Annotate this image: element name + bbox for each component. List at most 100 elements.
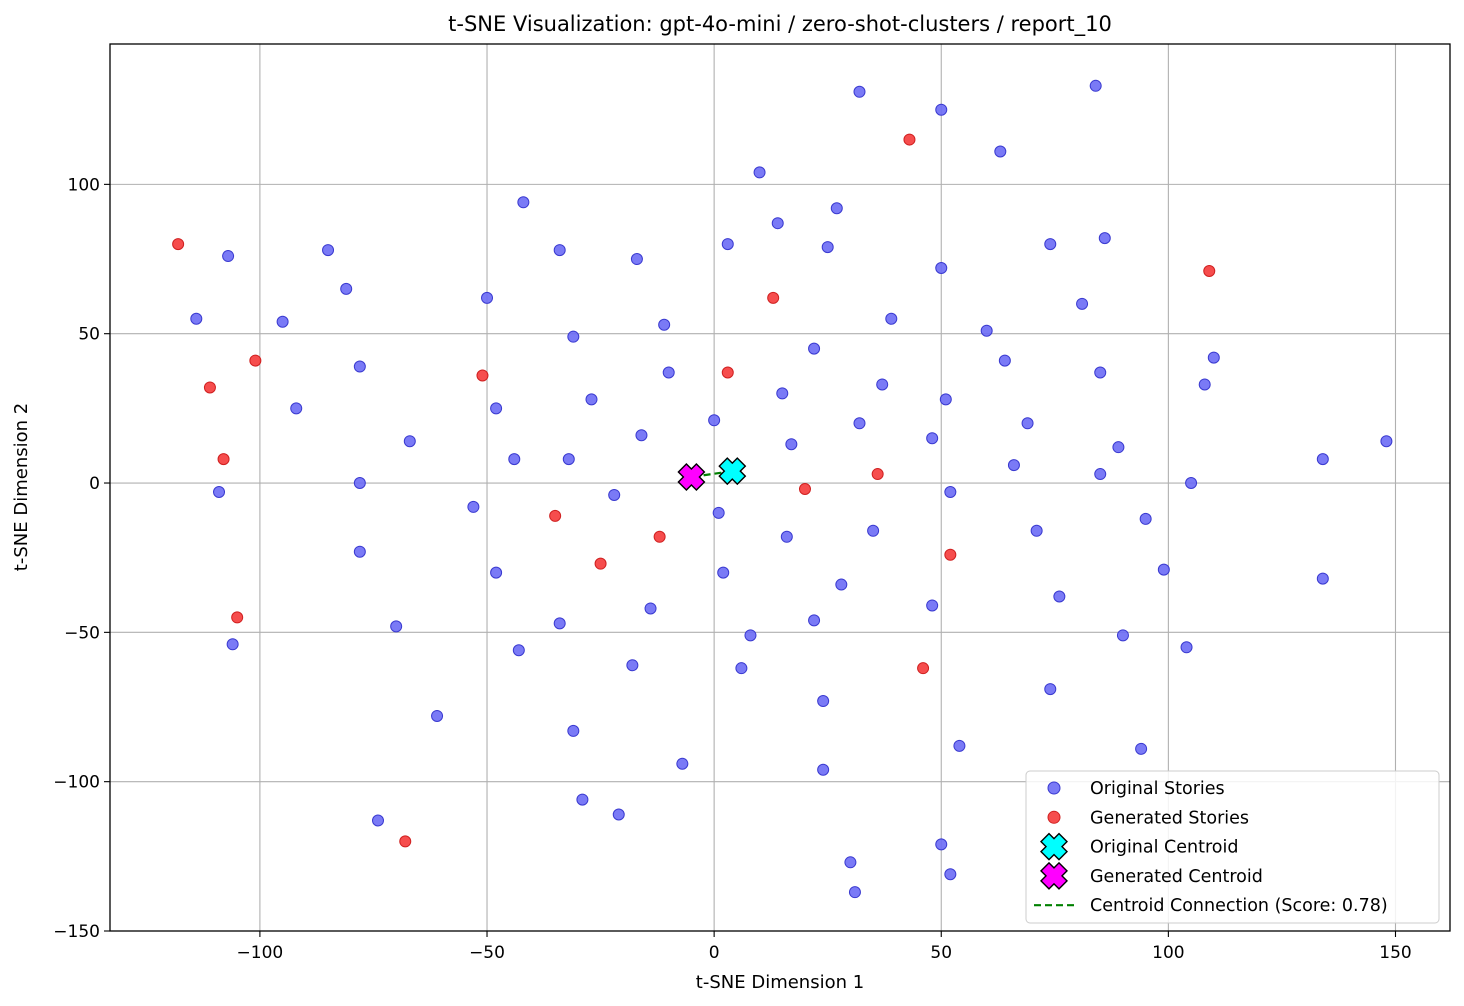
generated-centroid-marker [677,463,706,491]
original-stories-point [817,763,830,776]
original-stories-point [771,217,784,230]
original-stories-point [1053,590,1066,603]
original-stories-point [553,617,566,630]
original-stories-point [1098,232,1111,245]
original-stories-point [1135,742,1148,755]
y-tick-label: −100 [53,773,100,793]
original-stories-point [708,414,721,427]
original-stories-point [1316,572,1329,585]
original-stories-point [490,566,503,579]
original-stories-point [676,757,689,770]
generated-stories-point [217,453,230,466]
original-stories-point [1380,435,1393,448]
original-stories-point [830,202,843,215]
original-stories-point [322,244,335,257]
original-stories-point [1094,366,1107,379]
legend-box [1025,770,1440,924]
original-stories-point [467,500,480,513]
original-stories-point [585,393,598,406]
original-stories-point [353,477,366,490]
original-stories-point [1180,641,1193,654]
original-stories-point [353,360,366,373]
original-centroid-marker [718,457,747,486]
original-stories-point [190,312,203,325]
generated-stories-point [871,468,884,481]
original-stories-point [481,291,494,304]
original-stories-point [848,886,861,899]
original-stories-point [567,724,580,737]
original-centroid-legend-label: Original Centroid [1090,838,1238,858]
original-stories-point [753,166,766,179]
plot-area-frame [109,43,1451,932]
original-stories-point [853,85,866,98]
x-tick-label: 50 [930,943,952,963]
original-stories-point [712,506,725,519]
original-stories-point [785,438,798,451]
x-tick-label: 100 [1152,943,1184,963]
original-stories-point [1021,417,1034,430]
original-stories-point [626,659,639,672]
original-stories-point [553,244,566,257]
chart-title: t-SNE Visualization: gpt-4o-mini / zero-… [448,12,1112,37]
original-stories-point [1044,238,1057,251]
original-stories-point [517,196,530,209]
original-stories-point [1112,441,1125,454]
original-stories-point [635,429,648,442]
original-stories-point [508,453,521,466]
x-axis-label: t-SNE Dimension 1 [696,972,864,993]
original-stories-point [290,402,303,415]
original-stories-point [853,417,866,430]
generated-stories-point [203,381,216,394]
original-stories-point [1139,512,1152,525]
original-stories-point [867,524,880,537]
original-stories-point [390,620,403,633]
x-tick-label: 0 [709,943,720,963]
generated-stories-point [653,530,666,543]
data-layer [172,79,1393,899]
original-stories-point [1044,683,1057,696]
original-stories-point [490,402,503,415]
original-stories-point [567,330,580,343]
original-stories-point [1185,477,1198,490]
original-stories-point [658,318,671,331]
original-stories-point [1007,459,1020,472]
y-tick-label: −50 [64,623,100,643]
original-stories-point [662,366,675,379]
generated-stories-legend-label: Generated Stories [1090,808,1249,828]
generated-stories-point [721,366,734,379]
original-stories-point [744,629,757,642]
x-tick-label: 150 [1379,943,1411,963]
original-stories-point [808,614,821,627]
original-stories-point [630,253,643,266]
original-stories-point [276,315,289,328]
generated-stories-point [172,238,185,251]
original-stories-point [944,485,957,498]
original-stories-point [403,435,416,448]
original-stories-point [1094,468,1107,481]
original-stories-point [226,638,239,651]
original-stories-point [780,530,793,543]
original-stories-point [817,695,830,708]
centroid-connection-legend-label: Centroid Connection (Score: 0.78) [1090,896,1388,916]
generated-stories-point [798,482,811,495]
original-stories-point [935,838,948,851]
original-stories-point [1076,297,1089,310]
y-tick-label: 100 [68,175,100,195]
original-stories-point [808,342,821,355]
original-stories-point [935,261,948,274]
original-stories-point [885,312,898,325]
x-tick-label: −100 [237,943,284,963]
legend: Original Stories Generated Stories Origina… [1025,770,1440,924]
original-stories-point [998,354,1011,367]
generated-stories-point [549,509,562,522]
generated-stories-point [903,133,916,146]
original-stories-point [431,709,444,722]
original-stories-point [213,485,226,498]
original-stories-point [562,453,575,466]
generated-stories-point [917,662,930,675]
original-centroid-legend-swatch [1040,832,1068,861]
original-stories-point [1157,563,1170,576]
original-stories-point [1316,453,1329,466]
generated-stories-point [476,369,489,382]
original-stories-point [844,856,857,869]
